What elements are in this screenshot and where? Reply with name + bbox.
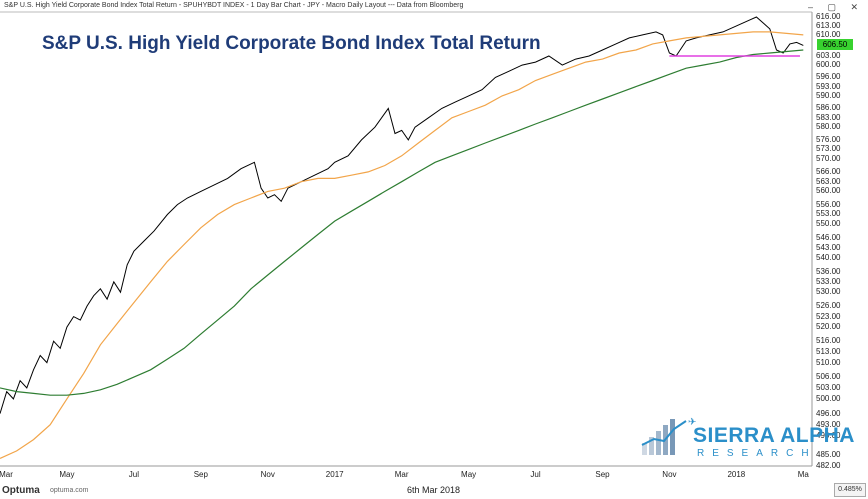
- x-tick-label: Jul: [530, 470, 541, 479]
- y-tick-label: 580.00: [816, 122, 841, 132]
- x-tick-label: May: [59, 470, 75, 479]
- x-tick-label: Sep: [193, 470, 208, 479]
- y-tick-label: 616.00: [816, 11, 841, 21]
- y-tick-label: 563.00: [816, 176, 841, 186]
- y-tick-label: 566.00: [816, 166, 841, 176]
- y-tick-label: 553.00: [816, 209, 841, 219]
- chart-title: S&P U.S. High Yield Corporate Bond Index…: [42, 33, 541, 54]
- logo-subtext: RESEARCH: [697, 448, 817, 459]
- y-tick-label: 520.00: [816, 322, 841, 332]
- svg-text:✈: ✈: [688, 417, 696, 428]
- y-tick-label: 603.00: [816, 51, 841, 60]
- brand-url[interactable]: optuma.com: [50, 487, 89, 494]
- series-line-0: [0, 16, 804, 414]
- y-tick-label: 593.00: [816, 81, 841, 91]
- x-tick-label: Ma: [797, 470, 809, 479]
- window-controls[interactable]: – ▢ ✕: [807, 2, 864, 12]
- series-line-1: [0, 31, 804, 459]
- x-tick-label: Mar: [0, 470, 13, 479]
- y-tick-label: 556.00: [816, 199, 841, 209]
- y-tick-label: 576.00: [816, 134, 841, 144]
- y-tick-label: 590.00: [816, 90, 841, 100]
- y-tick-label: 493.00: [816, 419, 841, 429]
- y-tick-label: 500.00: [816, 393, 841, 403]
- y-tick-label: 526.00: [816, 301, 841, 311]
- x-tick-label: May: [461, 470, 477, 479]
- x-tick-label: 2018: [727, 470, 746, 479]
- y-tick-label: 490.00: [816, 430, 841, 440]
- y-tick-label: 586.00: [816, 103, 841, 113]
- y-tick-label: 496.00: [816, 408, 841, 418]
- y-tick-label: 482.00: [816, 461, 841, 470]
- y-tick-label: 536.00: [816, 266, 841, 276]
- y-tick-label: 546.00: [816, 232, 841, 242]
- y-tick-label: 513.00: [816, 346, 841, 356]
- x-tick-label: Nov: [662, 470, 677, 479]
- y-tick-label: 570.00: [816, 154, 841, 164]
- window-header: S&P U.S. High Yield Corporate Bond Index…: [4, 2, 464, 9]
- logo-text: SIERRA ALPHA: [693, 424, 855, 447]
- y-tick-label: 533.00: [816, 276, 841, 286]
- x-tick-label: Sep: [595, 470, 610, 479]
- y-tick-label: 530.00: [816, 287, 841, 297]
- y-tick-label: 510.00: [816, 357, 841, 367]
- y-tick-label: 573.00: [816, 144, 841, 154]
- y-tick-label: 560.00: [816, 186, 841, 196]
- y-tick-label: 600.00: [816, 60, 841, 70]
- x-tick-label: Nov: [260, 470, 275, 479]
- x-tick-label: 2017: [325, 470, 344, 479]
- y-tick-label: 550.00: [816, 219, 841, 229]
- y-tick-label: 613.00: [816, 20, 841, 30]
- y-tick-label: 506.00: [816, 372, 841, 382]
- brand-logo[interactable]: Optuma: [2, 485, 40, 496]
- footer-date: 6th Mar 2018: [407, 485, 461, 495]
- x-tick-label: Mar: [394, 470, 409, 479]
- y-tick-label: 485.00: [816, 449, 841, 459]
- series-line-2: [0, 49, 804, 396]
- last-value-badge: 606.50: [817, 39, 853, 51]
- x-tick-label: Jul: [128, 470, 139, 479]
- y-tick-label: 523.00: [816, 311, 841, 321]
- y-tick-label: 503.00: [816, 382, 841, 392]
- y-tick-label: 596.00: [816, 72, 841, 82]
- scale-indicator[interactable]: 0.485%: [834, 483, 866, 497]
- logo-bars-icon: ✈: [641, 417, 696, 455]
- y-tick-label: 610.00: [816, 29, 841, 39]
- y-tick-label: 516.00: [816, 336, 841, 346]
- y-tick-label: 543.00: [816, 242, 841, 252]
- y-tick-label: 583.00: [816, 112, 841, 122]
- y-tick-label: 540.00: [816, 253, 841, 262]
